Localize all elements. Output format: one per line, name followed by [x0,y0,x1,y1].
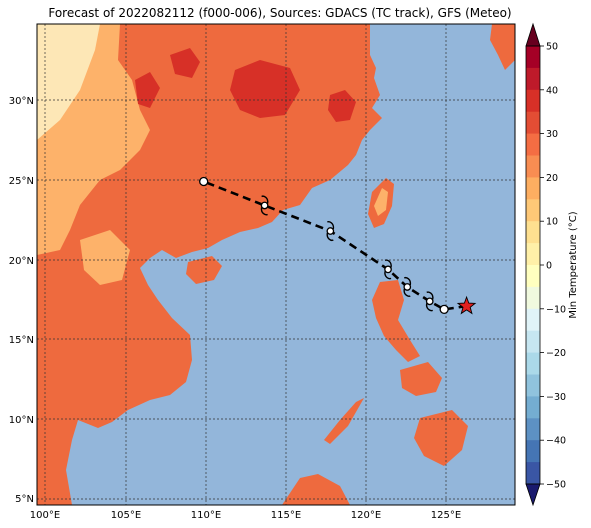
colorbar-band [526,89,540,113]
tropical-storm-icon [425,291,434,312]
lon-tick-label: 125°E [431,510,461,521]
lon-tick-label: 100°E [30,510,60,521]
colorbar-tick-label: 40 [546,85,558,96]
mindanao [414,410,468,466]
colorbar-label: Min Temperature (°C) [568,211,579,318]
tropical-storm-icon [326,221,335,241]
colorbar-tick-label: −20 [546,348,566,359]
colorbar: 50 40 30 20 10 0 −10 −20 −30 −40 −50 Min Temperatu… [525,22,579,507]
tropical-storm-icon [384,259,392,280]
track-point [199,176,209,187]
track-point [439,304,449,314]
colorbar-band [526,462,540,485]
colorbar-max-extend [525,22,541,47]
colorbar-band [526,286,540,310]
colorbar-band [526,46,540,69]
colorbar-band [526,221,540,244]
colorbar-band [526,243,540,266]
colorbar-band [526,330,540,354]
colorbar-band [526,352,540,375]
colorbar-band [526,308,540,332]
colorbar-band [526,440,540,463]
cold-region-2 [80,230,130,285]
map-frame [36,23,516,506]
colorbar-band [526,133,540,156]
colorbar-band [526,265,540,288]
lon-tick-label: 115°E [271,510,301,521]
colorbar-tick-label: −30 [546,392,566,403]
lat-tick-label: 20°N [9,256,34,267]
taiwan-inner [374,188,388,216]
colorbar-tick-label: −40 [546,436,566,447]
colorbar-band [526,111,540,135]
colorbar-band [526,199,540,222]
current-position-star [456,295,477,315]
hot-region-3 [328,90,356,122]
colorbar-tick-label: 20 [546,173,558,184]
lon-tick-label: 120°E [351,510,381,521]
lat-tick-labels: 30°N 25°N 20°N 15°N 10°N 5°N [9,96,34,505]
lat-tick-label: 25°N [9,176,34,187]
colorbar-band [526,418,540,441]
hot-region-4 [170,48,200,78]
lat-tick-label: 15°N [9,335,34,346]
colorbar-band [526,155,540,178]
colorbar-tick-label: −10 [546,304,566,315]
colorbar-tick-label: 0 [546,261,552,272]
hainan [186,256,222,284]
lat-tick-label: 5°N [15,494,34,505]
lon-tick-label: 110°E [191,510,221,521]
malay-peninsula [37,426,52,505]
palawan [324,398,364,444]
korea-coast [490,24,515,70]
colorbar-tick-label: 30 [546,129,558,140]
lat-tick-label: 30°N [9,96,34,107]
colorbar-band [526,67,540,91]
tropical-storm-icon [403,277,412,297]
pale-region [37,24,100,140]
colorbar-tick-label: −50 [546,480,566,491]
graticule [37,24,515,505]
lat-tick-label: 10°N [9,415,34,426]
hot-region-2 [135,72,160,108]
map-title: Forecast of 2022082112 (f000-006), Sourc… [48,6,512,20]
lon-tick-labels: 100°E 105°E 110°E 115°E 120°E 125°E [30,510,461,521]
tc-track [199,176,477,315]
colorbar-band [526,396,540,419]
colorbar-tick-label: 50 [546,42,558,53]
track-line [203,180,467,311]
hot-region-1 [230,60,300,118]
tropical-storm-icon [260,195,269,216]
colorbar-band [526,374,540,397]
visayas [400,362,442,396]
colorbar-band [526,177,540,200]
luzon [372,280,420,362]
colorbar-tick-label: 10 [546,217,558,228]
borneo [282,474,350,505]
colorbar-min-extend [525,483,541,507]
lon-tick-label: 105°E [111,510,141,521]
